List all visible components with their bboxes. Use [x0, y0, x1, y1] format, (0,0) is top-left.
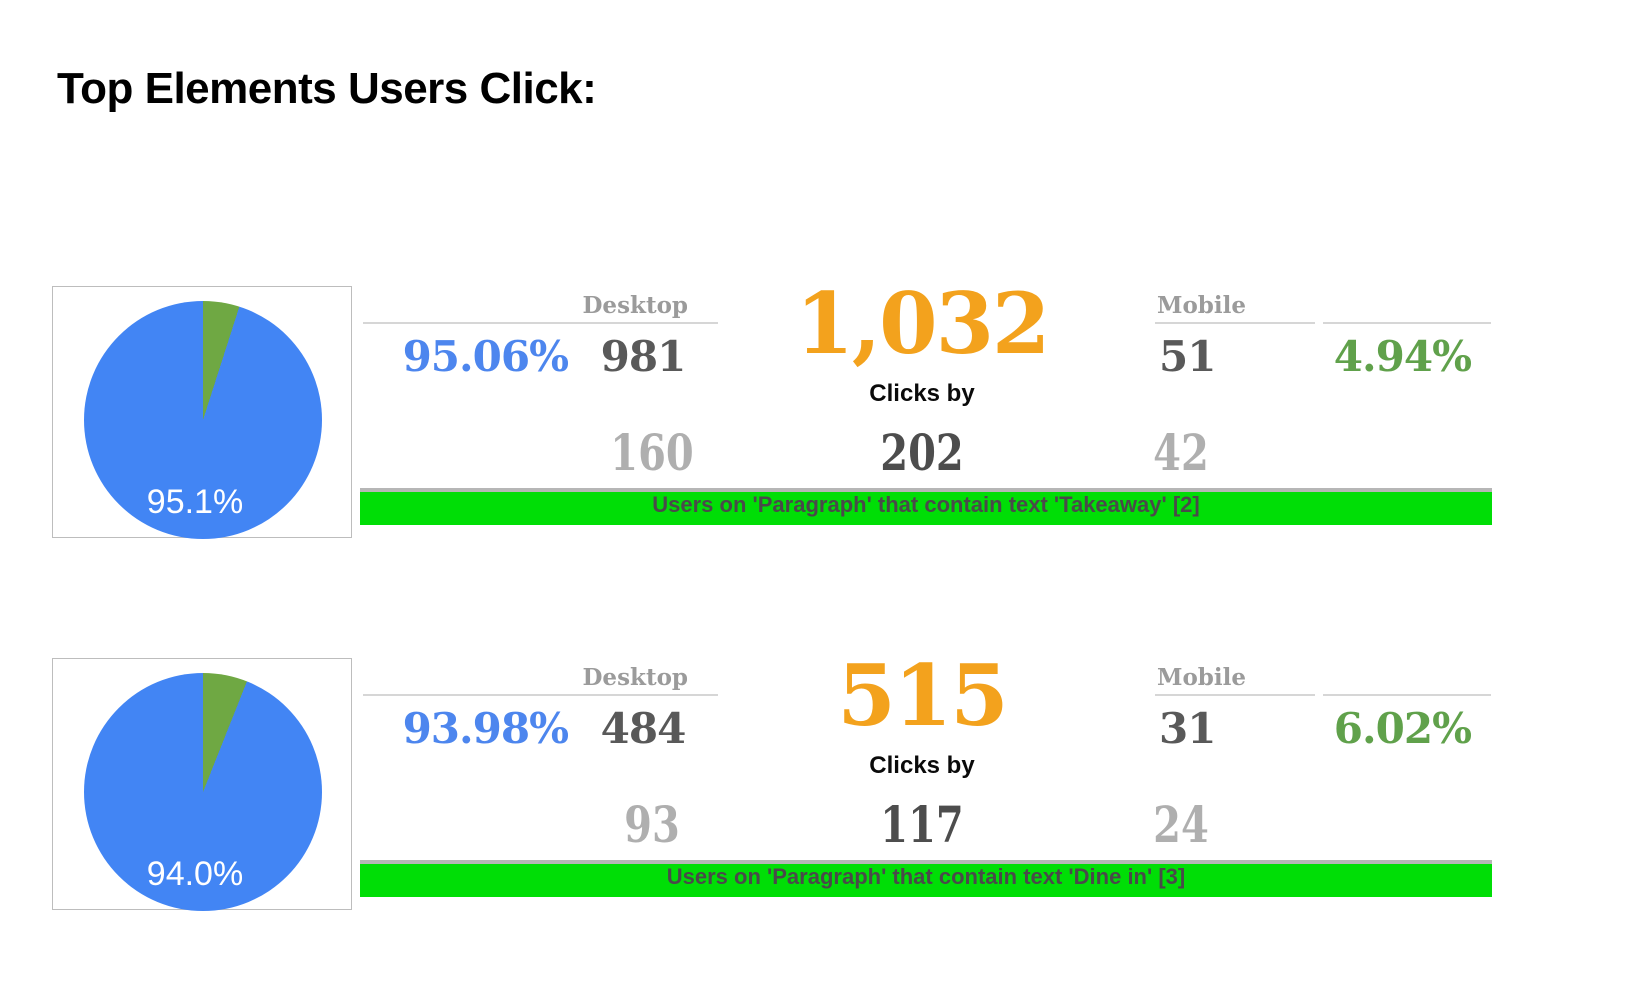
segment-banner-text: Users on 'Paragraph' that contain text '…: [652, 492, 1200, 517]
mobile-column-header: Mobile: [1155, 660, 1491, 696]
desktop-header-label: Desktop: [582, 664, 688, 691]
desktop-percentage: 93.98%: [402, 704, 569, 753]
mobile-values: 51 4.94%: [1155, 332, 1491, 381]
clicks-by-label: Clicks by: [869, 380, 975, 407]
mobile-clicks-value: 51: [1159, 332, 1216, 381]
desktop-header-label: Desktop: [582, 292, 688, 319]
desktop-values: 95.06% 981: [363, 332, 718, 381]
mobile-header-cell: Mobile: [1155, 660, 1315, 696]
mobile-header-label: Mobile: [1157, 664, 1246, 691]
pie-chart-card: 94.0%: [52, 658, 352, 911]
mobile-percentage: 4.94%: [1333, 332, 1472, 381]
mobile-values: 31 6.02%: [1155, 704, 1491, 753]
clicks-by-label: Clicks by: [869, 752, 975, 779]
total-clicks-value: 1,032: [795, 274, 1050, 373]
desktop-scorecard-group: Desktop 95.06% 981: [363, 288, 718, 380]
page-title: Top Elements Users Click:: [57, 64, 597, 113]
mobile-scorecard-group: Mobile 31 6.02%: [1155, 660, 1491, 752]
total-clicks-value: 515: [837, 646, 1008, 745]
metric-row-dine-in: 94.0% Desktop 93.98% 484 515 Clicks by M…: [0, 650, 1626, 911]
desktop-clicks-value: 981: [600, 332, 687, 381]
segment-banner: Users on 'Paragraph' that contain text '…: [360, 488, 1492, 525]
mobile-header-rule: [1323, 660, 1491, 696]
mobile-percentage: 6.02%: [1333, 704, 1472, 753]
mobile-scorecard-group: Mobile 51 4.94%: [1155, 288, 1491, 380]
desktop-users-value: 93: [624, 795, 680, 854]
mobile-clicks-value: 31: [1159, 704, 1216, 753]
device-share-pie-chart[interactable]: [84, 673, 322, 911]
metric-row-takeaway: 95.1% Desktop 95.06% 981 1,032 Clicks by…: [0, 278, 1626, 539]
desktop-scorecard-group: Desktop 93.98% 484: [363, 660, 718, 752]
mobile-users-value: 24: [1153, 795, 1209, 854]
total-clicks-scorecard: 515 Clicks by: [770, 654, 1074, 780]
segment-banner: Users on 'Paragraph' that contain text '…: [360, 860, 1492, 897]
mobile-header-rule: [1323, 288, 1491, 324]
mobile-header-cell: Mobile: [1155, 288, 1315, 324]
pie-slice-label: 95.1%: [146, 483, 244, 521]
segment-banner-text: Users on 'Paragraph' that contain text '…: [666, 864, 1186, 889]
desktop-clicks-value: 484: [600, 704, 687, 753]
desktop-users-value: 160: [610, 423, 694, 482]
desktop-column-header: Desktop: [363, 660, 718, 696]
device-share-pie-chart[interactable]: [84, 301, 322, 539]
total-users-value: 202: [880, 423, 964, 482]
total-users-value: 117: [880, 795, 964, 854]
mobile-header-label: Mobile: [1157, 292, 1246, 319]
desktop-column-header: Desktop: [363, 288, 718, 324]
pie-slice-label: 94.0%: [146, 855, 244, 893]
mobile-users-value: 42: [1153, 423, 1209, 482]
pie-chart-card: 95.1%: [52, 286, 352, 539]
total-clicks-scorecard: 1,032 Clicks by: [770, 282, 1074, 408]
mobile-column-header: Mobile: [1155, 288, 1491, 324]
desktop-values: 93.98% 484: [363, 704, 718, 753]
desktop-percentage: 95.06%: [402, 332, 569, 381]
